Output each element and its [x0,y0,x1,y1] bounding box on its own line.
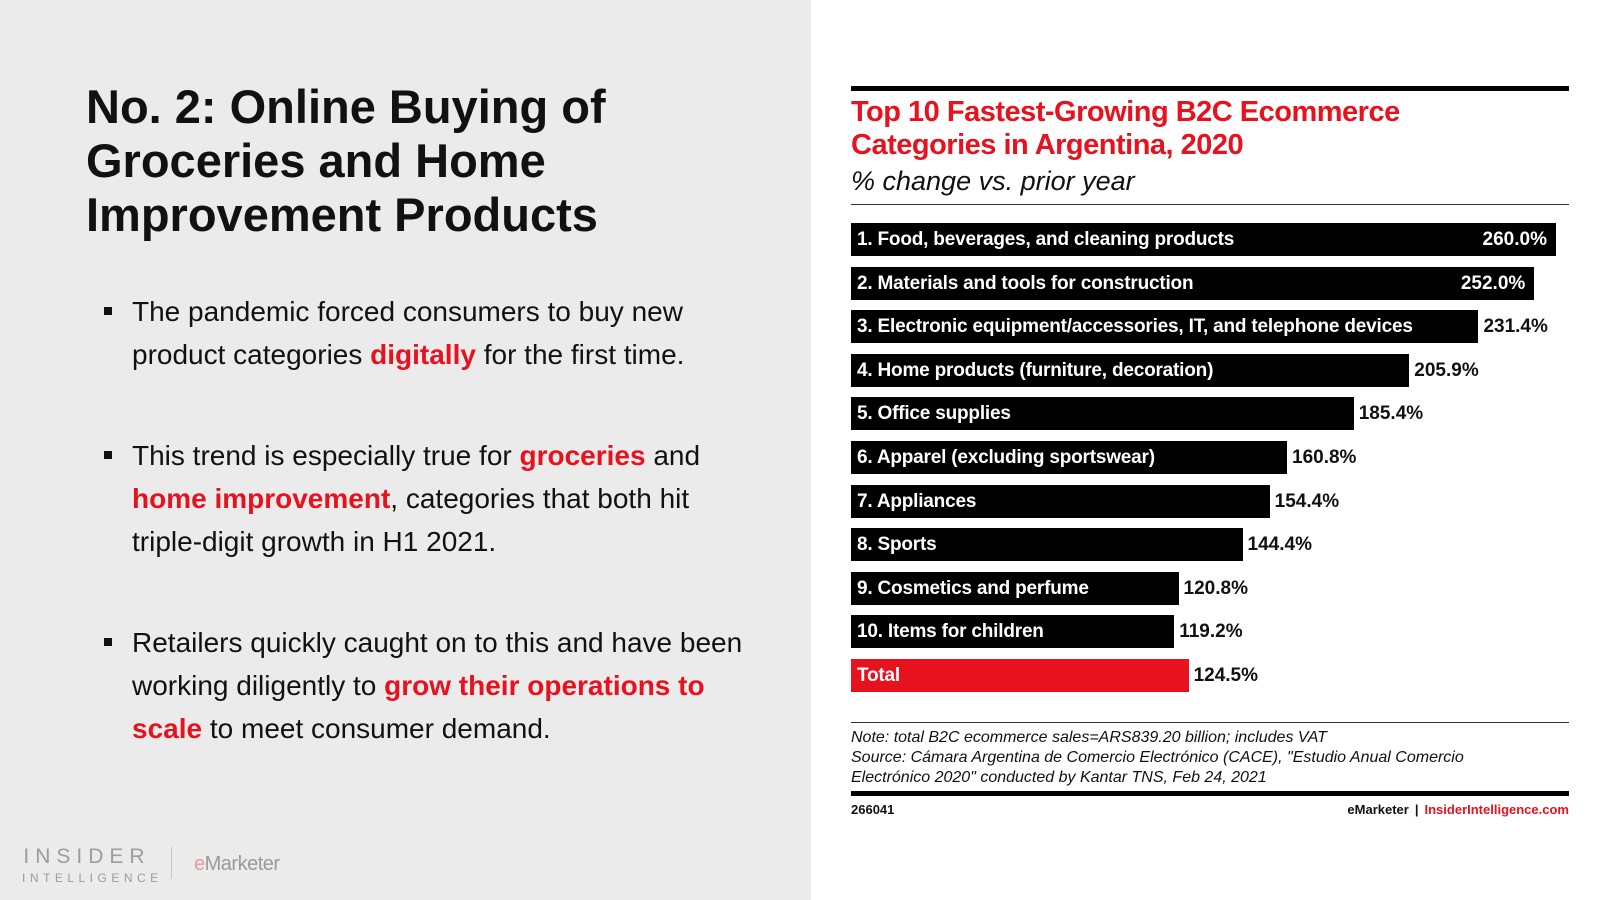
bullet-text: Retailers quickly caught on to this and … [132,627,743,701]
bullet-list: The pandemic forced consumers to buy new… [100,290,760,808]
slide-title: No. 2: Online Buying of Groceries and Ho… [86,80,766,242]
bar-row: Total 124.5% [851,659,1569,692]
bar-value-label: 205.9% [1414,359,1479,381]
highlighted-text: groceries [519,440,646,471]
bar-value-label: 260.0% [1482,229,1547,250]
bullet-text: The pandemic forced consumers to buy new… [132,296,683,370]
bar-row: 5. Office supplies 185.4% [851,397,1569,431]
bar [851,571,1179,605]
note-rule [851,722,1569,723]
title-line: No. 2: Online Buying of [86,80,606,133]
bar-row: 7. Appliances 154.4% [851,484,1569,518]
chart-title-line: Top 10 Fastest-Growing B2C Ecommerce [851,96,1400,128]
insider-intelligence-logo: INSIDER INTELLIGENCE [22,845,163,886]
bar-label: 9. Cosmetics and perfume [857,577,1089,599]
bar-row: 4. Home products (furniture, decoration)… [851,353,1569,387]
bar-label: 6. Apparel (excluding sportswear) [857,447,1155,468]
bar-label: 3. Electronic equipment/accessories, IT,… [857,316,1413,338]
source-line: Electrónico 2020" conducted by Kantar TN… [851,769,1267,786]
bar [851,397,1354,431]
chart-id: 266041 [851,802,895,817]
bar-value-label: 119.2% [1179,621,1243,643]
bar-row: 10. Items for children 119.2% [851,615,1569,649]
chart-top-rule [851,86,1569,91]
chart-bottom-rule [851,791,1569,796]
bar-label: 2. Materials and tools for construction [857,272,1194,294]
logo-line-intelligence: INTELLIGENCE [22,871,163,885]
bar-label: 4. Home products (furniture, decoration) [857,359,1214,381]
chart-note: Note: total B2C ecommerce sales=ARS839.2… [851,728,1569,788]
bar-label: 8. Sports [857,534,937,556]
logo-divider [171,847,172,879]
bar-value-label: 185.4% [1358,403,1424,425]
chart-title: Top 10 Fastest-Growing B2C Ecommerce Cat… [851,96,1569,162]
bar-row: 1. Food, beverages, and cleaning product… [851,223,1569,256]
bar-label: 7. Appliances [857,490,977,512]
bar-value-label: 120.8% [1183,577,1248,599]
subtitle-rule [851,204,1569,205]
bar-label: 10. Items for children [857,621,1044,643]
bar [851,528,1243,562]
bullet-text: to meet consumer demand. [202,713,551,744]
chart-subtitle: % change vs. prior year [851,166,1135,196]
bullet-text: This trend is especially true for [132,440,520,471]
bar-row: 2. Materials and tools for construction 2… [851,266,1569,300]
chart-credit: eMarketer | InsiderIntelligence.com [1347,802,1569,817]
bar-row: 9. Cosmetics and perfume 120.8% [851,571,1569,605]
left-panel: No. 2: Online Buying of Groceries and Ho… [0,0,811,900]
title-line: Groceries and Home [86,134,546,187]
bar-label: 1. Food, beverages, and cleaning product… [857,229,1235,250]
emarketer-logo-text: Marketer [204,853,280,875]
bullet-text: for the first time. [475,339,685,370]
bar-area: 1. Food, beverages, and cleaning product… [851,223,1569,703]
bar [851,484,1270,518]
bar-row: 6. Apparel (excluding sportswear) 160.8% [851,441,1569,474]
credit-brand: eMarketer [1347,802,1409,817]
credit-separator: | [1414,802,1419,817]
bullet-item: The pandemic forced consumers to buy new… [100,290,760,376]
bar [851,266,1535,300]
bar-total [851,659,1189,692]
logo-line-insider: INSIDER [23,845,151,868]
bar-value-label: 144.4% [1247,534,1312,556]
bar [851,353,1410,387]
bullet-text: , categories that both hit triple-digit … [132,483,690,557]
bar-row: 3. Electronic equipment/accessories, IT,… [851,310,1569,344]
bar [851,441,1287,474]
bullet-item: This trend is especially true for grocer… [100,434,760,563]
bar-value-label: 154.4% [1274,490,1340,512]
bar-row: 8. Sports 144.4% [851,528,1569,562]
bar [851,615,1175,649]
bullet-marker-icon [104,307,112,315]
bar-label: Total [857,665,900,686]
bar-value-label: 124.5% [1193,665,1259,686]
bar-value-label: 160.8% [1292,447,1357,468]
bullet-marker-icon [104,451,112,459]
bullet-marker-icon [104,638,112,646]
highlighted-text: digitally [370,339,476,370]
emarketer-logo: eMarketer [194,853,280,876]
highlighted-text: grow their operations to scale [132,670,705,744]
bar-value-label: 231.4% [1483,316,1548,338]
bar [851,310,1479,344]
bullet-text: and [645,440,701,471]
credit-site-link[interactable]: InsiderIntelligence.com [1424,802,1570,817]
bullet-item: Retailers quickly caught on to this and … [100,621,760,750]
bar-label: 5. Office supplies [857,403,1011,425]
chart-title-line: Categories in Argentina, 2020 [851,129,1244,161]
note-text: Note: total B2C ecommerce sales=ARS839.2… [851,729,1327,746]
bar-value-label: 252.0% [1460,272,1526,294]
source-line: Source: Cámara Argentina de Comercio Ele… [851,749,1464,766]
bar [851,223,1556,256]
title-line: Improvement Products [86,188,598,241]
highlighted-text: home improvement [132,483,391,514]
emarketer-logo-e: e [194,853,205,875]
